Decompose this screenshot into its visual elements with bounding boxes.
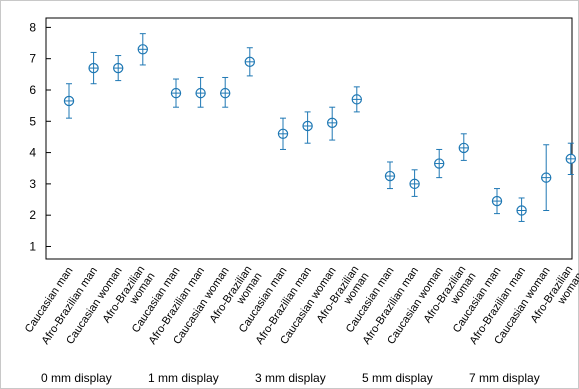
y-tick-label: 4 [29,146,36,160]
y-tick-label: 2 [29,208,36,222]
group-label: 5 mm display [362,371,433,385]
y-tick-label: 3 [29,177,36,191]
group-label: 1 mm display [148,371,219,385]
group-label: 7 mm display [469,371,540,385]
group-labels: 0 mm display 1 mm display 3 mm display 5 mm… [41,371,540,385]
y-tick-label: 1 [29,239,36,253]
plot-frame [45,17,573,260]
y-axis: 1 2 3 4 5 6 7 8 [29,20,51,253]
group-label: 0 mm display [41,371,112,385]
y-tick-label: 7 [29,52,36,66]
data-marks [63,33,577,222]
group-label: 3 mm display [255,371,326,385]
y-tick-label: 5 [29,114,36,128]
y-tick-label: 6 [29,83,36,97]
y-tick-label: 8 [29,20,36,34]
